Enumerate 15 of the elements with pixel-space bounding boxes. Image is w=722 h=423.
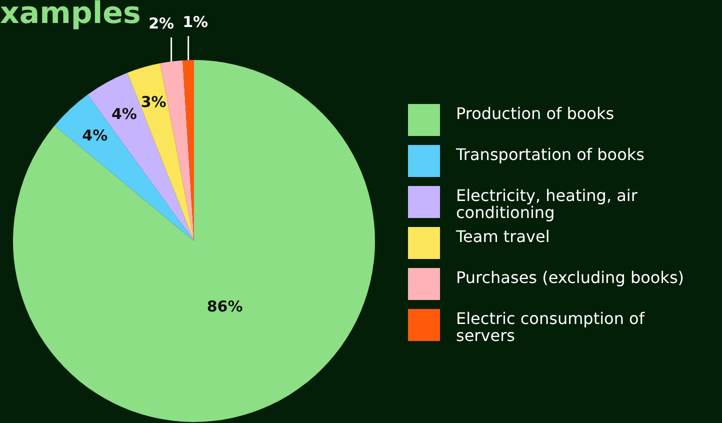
legend-label: Electricity, heating, air conditioning bbox=[456, 186, 638, 222]
data-label: 3% bbox=[140, 92, 166, 111]
legend-label: Purchases (excluding books) bbox=[456, 268, 686, 287]
data-label: 2% bbox=[148, 14, 174, 32]
data-label: 1% bbox=[182, 13, 208, 32]
data-label: 4% bbox=[82, 126, 108, 144]
legend-label: Team travel bbox=[456, 227, 551, 246]
legend-label: Production of books bbox=[456, 104, 616, 123]
data-label: 86% bbox=[206, 298, 243, 316]
data-label: 4% bbox=[112, 105, 137, 124]
legend-label: Transportation of books bbox=[456, 145, 646, 164]
pie-slice bbox=[13, 60, 375, 422]
chart-title: xamples bbox=[0, 0, 141, 31]
pie-slice bbox=[54, 94, 194, 241]
legend-label: Electric consumption of servers bbox=[456, 309, 646, 345]
